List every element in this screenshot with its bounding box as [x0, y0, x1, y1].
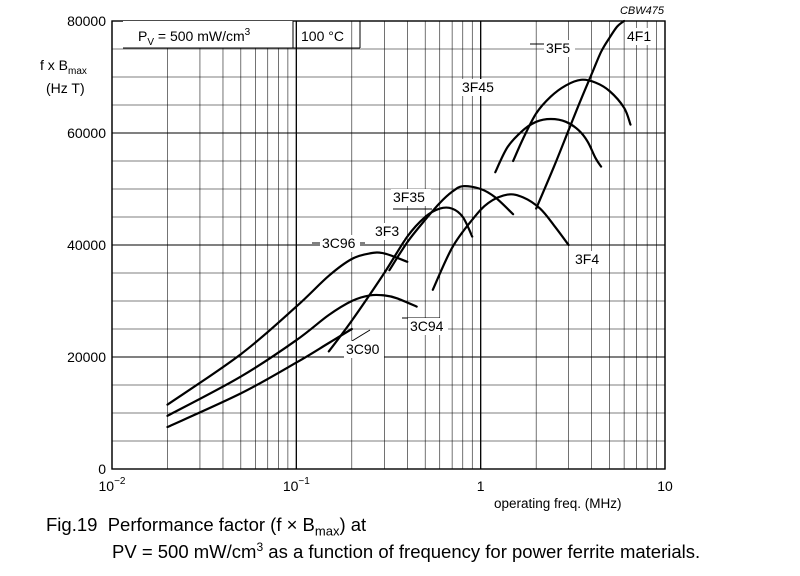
y-tick-label: 80000 [67, 13, 106, 29]
series-line-3f45 [494, 117, 603, 174]
label-bg [625, 28, 656, 45]
label-bg [320, 235, 360, 252]
series-label-4f1: 4F1 [627, 28, 651, 44]
label-bg [573, 251, 604, 268]
series-label-3c96: 3C96 [322, 235, 356, 251]
temperature-condition: 100 °C [301, 28, 344, 44]
y-tick-label: 60000 [67, 125, 106, 141]
series-line-3f5 [512, 78, 632, 163]
y-tick-label: 20000 [67, 349, 106, 365]
conditions-box-bg [123, 21, 293, 48]
x-tick-label: 10 [657, 478, 673, 494]
x-tick-label: 10−1 [283, 476, 310, 494]
series-label-3c90: 3C90 [346, 341, 380, 357]
series-label-3f35: 3F35 [393, 189, 425, 205]
x-tick-label: 1 [477, 478, 485, 494]
series-line-3c94 [166, 293, 418, 417]
label-bg [544, 40, 575, 57]
label-bg [408, 318, 448, 335]
series-line-3f4 [431, 193, 570, 291]
caption-line-2: PV = 500 mW/cm3 as a function of frequen… [112, 540, 701, 563]
caption-fig: Fig.19 [46, 514, 98, 535]
figure-id: CBW475 [620, 5, 665, 17]
label-bg [391, 189, 431, 206]
axis-ticks: 0 20000 40000 60000 80000 10−2 10−1 1 10 [67, 13, 673, 494]
series-label-3f4: 3F4 [575, 251, 599, 267]
y-axis-unit: (Hz T) [46, 80, 85, 96]
series-line-3c96 [166, 251, 409, 406]
power-condition: PV = 500 mW/cm3 [138, 27, 251, 48]
curve-labels: 3C90 3C94 3C96 3F3 3F35 3F4 3F45 3F5 4F1 [312, 28, 656, 358]
plot-frame [111, 20, 666, 470]
x-tick-label: 10−2 [99, 476, 126, 494]
series-line-4f1 [535, 19, 626, 210]
series-line-3f3 [327, 206, 474, 353]
series-label-3f5: 3F5 [546, 40, 570, 56]
label-bg [373, 223, 404, 240]
series-line-3f35 [388, 184, 515, 272]
x-axis-label: operating freq. (MHz) [494, 496, 622, 511]
label-bg [460, 79, 500, 96]
label-leader-3c90 [351, 329, 371, 342]
series-label-3c94: 3C94 [410, 318, 444, 334]
series-line-3c90 [166, 327, 353, 429]
y-tick-label: 40000 [67, 237, 106, 253]
curves [166, 19, 632, 429]
label-bg [344, 341, 384, 358]
y-axis-label: f x Bmax [40, 57, 87, 77]
series-label-3f3: 3F3 [375, 223, 399, 239]
y-tick-label: 0 [98, 461, 106, 477]
series-label-3f45: 3F45 [462, 79, 494, 95]
caption-line-1: Fig.19 Performance factor (f × Bmax) at [46, 514, 367, 539]
